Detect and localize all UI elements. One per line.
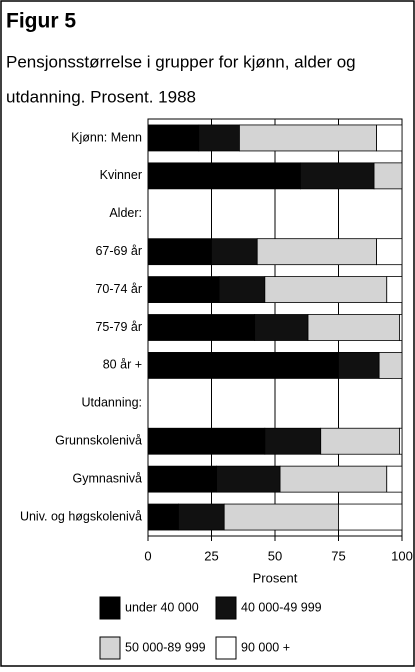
legend-swatch bbox=[215, 596, 237, 620]
x-tick-label: 75 bbox=[331, 548, 345, 563]
bar-segment bbox=[399, 427, 403, 455]
bar-segment bbox=[299, 162, 375, 190]
bar-segment bbox=[147, 276, 220, 303]
y-tick-label: Univ. og høgskolenivå bbox=[20, 509, 142, 523]
y-tick-label: Kvinner bbox=[100, 168, 142, 182]
x-tick-label: 50 bbox=[268, 548, 282, 563]
bar-segment bbox=[279, 465, 388, 493]
bar-segment bbox=[254, 314, 309, 341]
bar-segment bbox=[223, 503, 339, 531]
bar-segment bbox=[147, 162, 301, 190]
bar-segment bbox=[147, 465, 217, 493]
x-axis-label: Prosent bbox=[253, 570, 298, 585]
bar-segment bbox=[386, 465, 403, 493]
legend-swatch bbox=[99, 596, 121, 620]
bar-segment bbox=[373, 162, 403, 190]
x-tick-label: 100 bbox=[391, 548, 413, 563]
bar-segment bbox=[338, 503, 403, 531]
y-tick-label: Grunnskolenivå bbox=[55, 434, 142, 448]
bar-segment bbox=[178, 503, 225, 531]
bar-segment bbox=[386, 276, 403, 303]
y-tick-label: 75-79 år bbox=[95, 320, 142, 334]
y-tick-label: Utdanning: bbox=[82, 396, 142, 410]
x-tick-label: 0 bbox=[144, 548, 151, 563]
bar-segment bbox=[338, 352, 380, 379]
chart-subtitle: utdanning. Prosent. 1988 bbox=[6, 87, 196, 106]
bar-segment bbox=[399, 314, 403, 341]
chart-title: Figur 5 bbox=[6, 10, 76, 33]
bar-segment bbox=[320, 427, 400, 455]
bar-segment bbox=[376, 124, 403, 152]
y-tick-label: 80 år + bbox=[103, 358, 142, 372]
bar-segment bbox=[264, 427, 322, 455]
bar-segment bbox=[147, 352, 339, 379]
y-tick-label: 67-69 år bbox=[95, 244, 142, 258]
bar-segment bbox=[147, 503, 179, 531]
bar-segment bbox=[264, 276, 388, 303]
bar-segment bbox=[239, 124, 378, 152]
legend-label: under 40 000 bbox=[125, 600, 199, 614]
bar-segment bbox=[147, 427, 266, 455]
legend-swatch bbox=[99, 636, 121, 660]
bar-segment bbox=[307, 314, 400, 341]
y-tick-label: Kjønn: Menn bbox=[71, 130, 142, 144]
y-tick-label: Alder: bbox=[109, 206, 142, 220]
bar-segment bbox=[147, 314, 256, 341]
bar-segment bbox=[147, 124, 200, 152]
bar-segment bbox=[198, 124, 240, 152]
legend-label: 90 000 + bbox=[241, 640, 290, 654]
legend-label: 40 000-49 999 bbox=[241, 600, 322, 614]
bar-segment bbox=[147, 238, 212, 266]
bar-segment bbox=[211, 238, 258, 266]
chart-subtitle: Pensjonsstørrelse i grupper for kjønn, a… bbox=[6, 52, 356, 71]
legend-label: 50 000-89 999 bbox=[125, 640, 206, 654]
legend-swatch bbox=[215, 636, 237, 660]
bar-segment bbox=[378, 352, 403, 379]
y-tick-label: Gymnasnivå bbox=[73, 471, 143, 485]
bar-segment bbox=[256, 238, 377, 266]
x-tick-label: 25 bbox=[204, 548, 218, 563]
y-tick-label: 70-74 år bbox=[95, 282, 142, 296]
bar-segment bbox=[216, 465, 281, 493]
bar-segment bbox=[376, 238, 403, 266]
bar-segment bbox=[218, 276, 266, 303]
